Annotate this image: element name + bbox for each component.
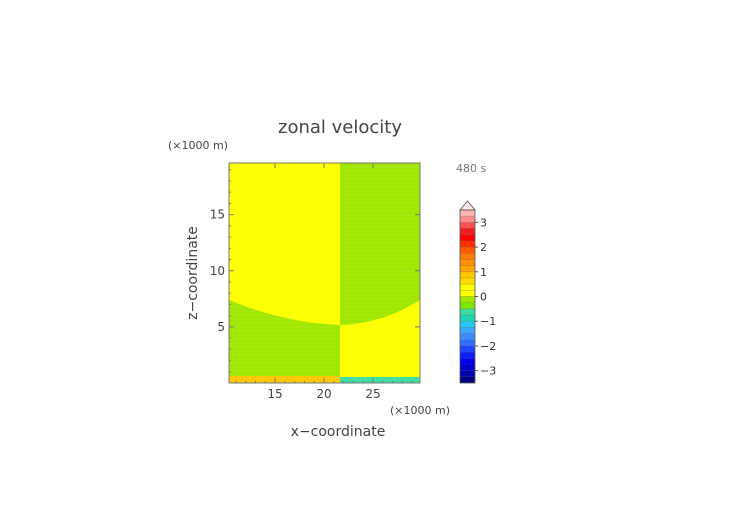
colorbar-tick-label: 3 <box>480 216 487 229</box>
colorbar-swatch <box>460 290 475 297</box>
colorbar-swatch <box>460 327 475 334</box>
y-axis-label: z−coordinate <box>185 226 201 320</box>
x-axis-label: x−coordinate <box>291 424 386 440</box>
colorbar-swatch <box>460 271 475 278</box>
colorbar-swatch <box>460 222 475 229</box>
colorbar-tick-label: −1 <box>480 315 496 328</box>
field-bottom-right-strip <box>340 377 420 383</box>
colorbar-tick-label: −2 <box>480 340 496 353</box>
y-tick-label: 10 <box>210 264 225 278</box>
y-tick-label: 5 <box>217 320 225 334</box>
colorbar-swatch <box>460 364 475 371</box>
level-lines <box>229 166 420 380</box>
x-tick-label: 20 <box>316 387 331 401</box>
colorbar-swatch <box>460 376 475 383</box>
colorbar-swatch <box>460 358 475 365</box>
colorbar-swatch <box>460 339 475 346</box>
colorbar-swatch <box>460 228 475 235</box>
colorbar-swatch <box>460 259 475 266</box>
colorbar-swatch <box>460 240 475 248</box>
time-label: 480 s <box>456 162 486 175</box>
colorbar-swatch <box>460 253 475 260</box>
field-lower-right <box>340 300 420 383</box>
colorbar-tick-label: 0 <box>480 291 487 304</box>
colorbar-swatch <box>460 247 475 254</box>
colorbar-swatch <box>460 345 475 353</box>
colorbar-swatch <box>460 302 475 309</box>
colorbar-swatch <box>460 370 475 377</box>
colorbar-extend-arrow <box>459 200 476 211</box>
x-tick-label: 25 <box>365 387 380 401</box>
colorbar-swatch <box>460 296 475 303</box>
colorbar-tick-label: 1 <box>480 266 487 279</box>
colorbar-tick-label: 2 <box>480 241 487 254</box>
colorbar-swatch <box>460 284 475 291</box>
colorbar-tick-label: −3 <box>480 365 496 378</box>
plot-area <box>229 163 420 383</box>
colorbar-swatch <box>460 216 475 223</box>
colorbar-swatch <box>460 352 475 359</box>
x-tick-label: 15 <box>267 387 282 401</box>
y-unit-label: (×1000 m) <box>168 139 228 152</box>
x-axis: 15 20 25 <box>235 163 413 401</box>
field-bottom-left-strip <box>229 376 340 383</box>
chart-title: zonal velocity <box>278 117 402 138</box>
colorbar-swatch <box>460 308 475 316</box>
x-unit-label: (×1000 m) <box>390 404 450 417</box>
field-lower-left <box>229 300 340 383</box>
colorbar: −3 −2 −1 0 1 2 3 <box>459 200 496 384</box>
y-axis: 5 10 15 <box>210 169 420 373</box>
colorbar-swatch <box>460 333 475 340</box>
colorbar-swatch <box>460 315 475 322</box>
y-tick-label: 15 <box>210 208 225 222</box>
colorbar-swatch <box>460 321 475 328</box>
colorbar-swatch <box>460 210 475 217</box>
colorbar-swatch <box>460 277 475 285</box>
colorbar-swatch <box>460 234 475 241</box>
colorbar-swatch <box>460 265 475 272</box>
